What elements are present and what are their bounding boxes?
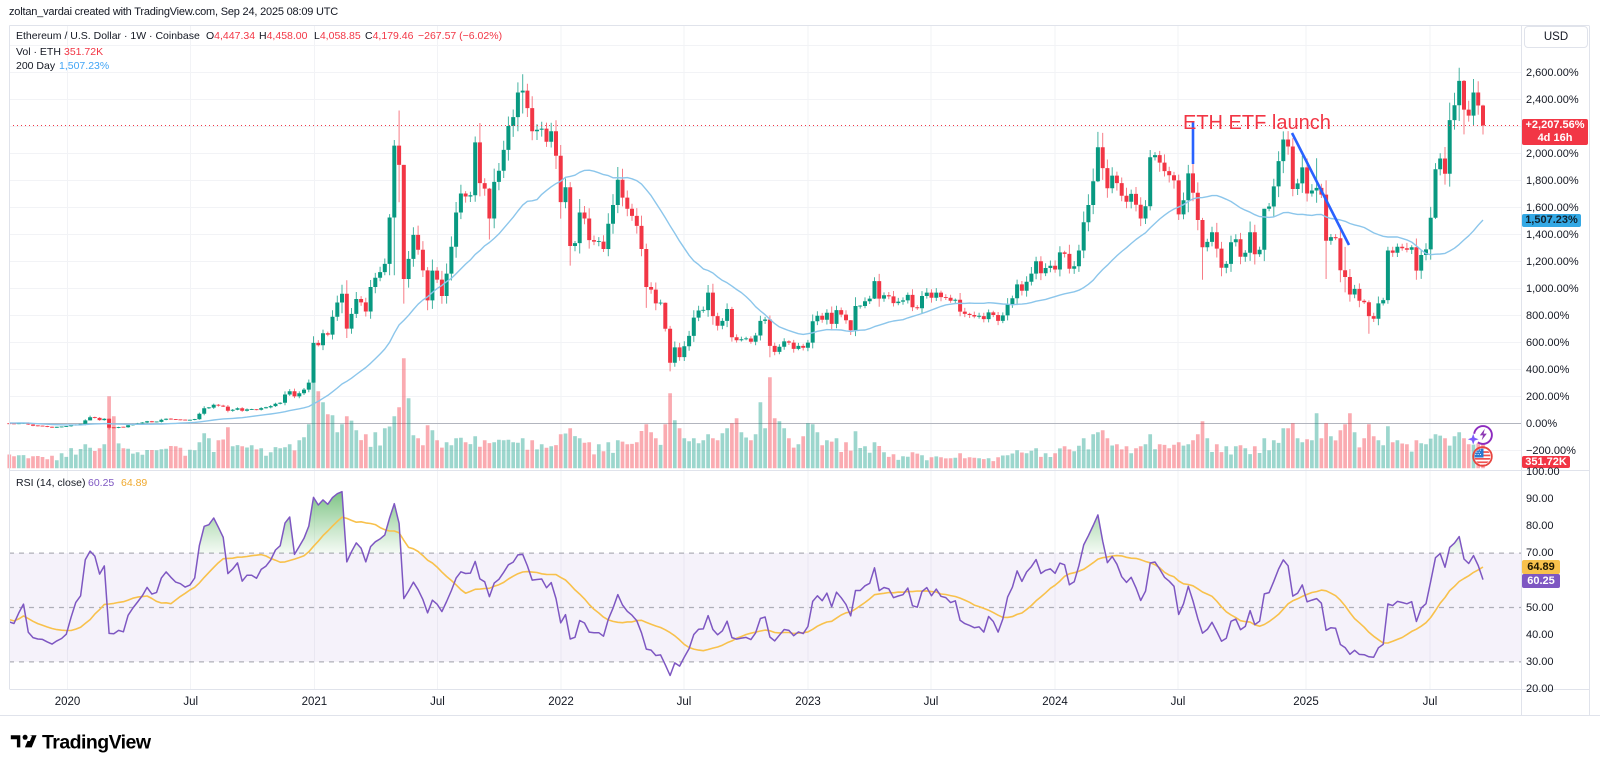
svg-text:TradingView: TradingView bbox=[42, 732, 152, 754]
